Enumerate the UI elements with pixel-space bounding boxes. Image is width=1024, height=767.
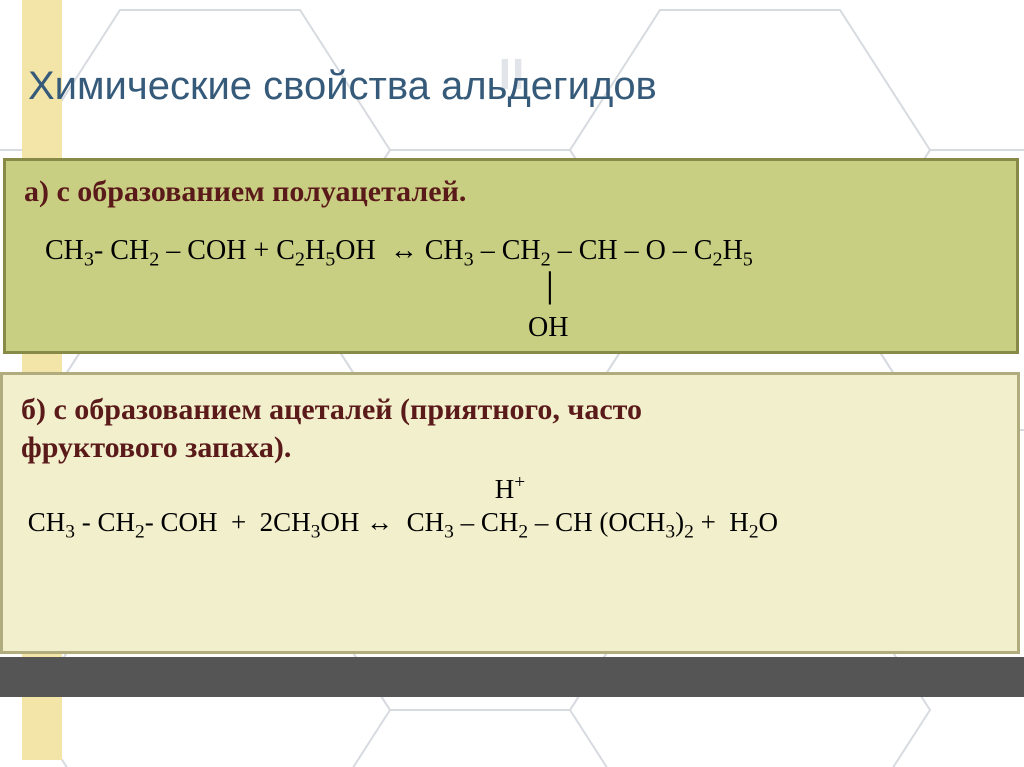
section-b-box: б) с образованием ацеталей (приятного, ч… — [0, 372, 1020, 654]
footer-bar — [0, 657, 1024, 697]
section-b-equation: CH3 - CH2- COH + 2CH3OH ↔ CH3 – CH2 – CH… — [21, 507, 999, 543]
section-a-heading: а) с образованием полуацеталей. — [24, 175, 998, 209]
section-b-heading-line1: б) с образованием ацеталей (приятного, ч… — [21, 393, 642, 426]
section-b-heading: б) с образованием ацеталей (приятного, ч… — [21, 391, 999, 466]
section-a-box: а) с образованием полуацеталей. CH3- CH2… — [3, 158, 1019, 354]
section-b-heading-line2: фруктового запаха). — [21, 431, 291, 464]
slide-title: Химические свойства альдегидов — [28, 64, 657, 109]
slide: II Химические свойства альдегидов а) с о… — [0, 0, 1024, 767]
section-b-catalyst: H+ — [21, 472, 999, 505]
section-a-equation: CH3- CH2 – COH + C2H5OH ↔ CH3 – CH2 – CH… — [24, 233, 998, 347]
